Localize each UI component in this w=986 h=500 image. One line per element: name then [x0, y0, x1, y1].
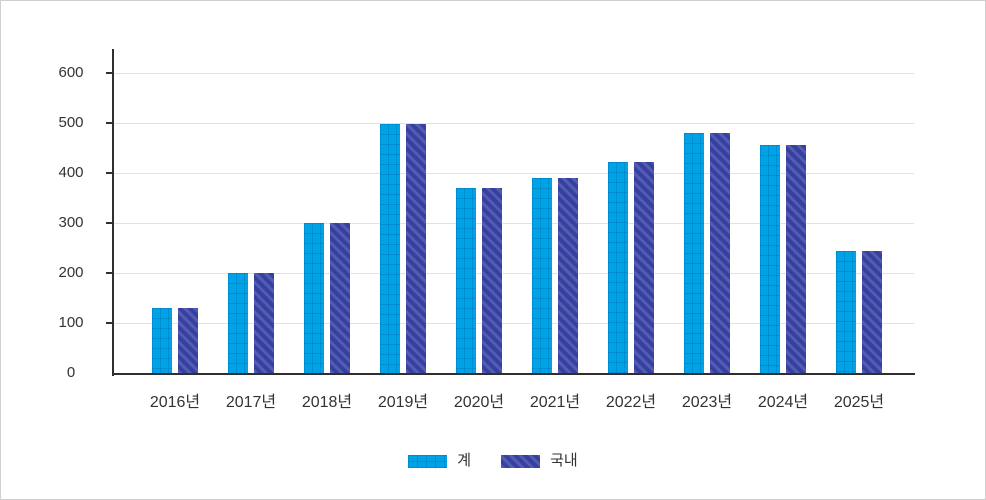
y-axis-label-300: 300	[58, 214, 84, 231]
y-axis-line	[112, 49, 114, 376]
bar-domestic-2019	[406, 124, 426, 373]
bar-domestic-2018	[330, 223, 350, 373]
y-axis-label-100: 100	[58, 314, 84, 331]
y-axis-label-0: 0	[66, 364, 76, 381]
y-axis-label-400: 400	[58, 164, 84, 181]
y-axis-label-200: 200	[58, 264, 84, 281]
bar-total-2019	[380, 124, 400, 373]
bar-domestic-2025	[862, 251, 882, 373]
gridline-300	[114, 223, 914, 224]
bar-total-2016	[152, 307, 172, 373]
x-axis-label-2019: 2019년	[377, 394, 429, 411]
bar-total-2018	[304, 223, 324, 373]
bar-domestic-2020	[482, 187, 502, 373]
x-axis-label-2018: 2018년	[301, 394, 353, 411]
bar-total-2017	[228, 272, 248, 373]
bar-total-2021	[532, 177, 552, 373]
legend-label-domestic: 국내	[550, 452, 578, 469]
x-axis-label-2024: 2024년	[757, 394, 809, 411]
bar-total-2024	[760, 145, 780, 373]
x-axis-label-2016: 2016년	[149, 394, 201, 411]
legend-label-total: 계	[457, 452, 472, 469]
x-axis-label-2021: 2021년	[529, 394, 581, 411]
bar-domestic-2017	[254, 272, 274, 373]
y-axis-tick-400	[106, 172, 113, 174]
bar-domestic-2016	[178, 307, 198, 373]
bar-domestic-2021	[558, 177, 578, 373]
legend-item-domestic[interactable]: 국내	[501, 451, 578, 471]
legend: 계 국내	[1, 450, 985, 472]
y-axis-tick-200	[106, 272, 113, 274]
bar-domestic-2024	[786, 145, 806, 373]
y-axis-label-600: 600	[58, 64, 84, 81]
gridline-400	[114, 173, 914, 174]
gridline-200	[114, 273, 914, 274]
legend-swatch-total-icon	[408, 454, 448, 468]
gridline-600	[114, 73, 914, 74]
bar-total-2020	[456, 187, 476, 373]
y-axis-tick-600	[106, 72, 113, 74]
y-axis-tick-500	[106, 122, 113, 124]
y-axis-tick-100	[106, 322, 113, 324]
bar-total-2023	[684, 132, 704, 373]
x-axis-label-2017: 2017년	[225, 394, 277, 411]
y-axis-label-500: 500	[58, 114, 84, 131]
legend-swatch-domestic-icon	[501, 454, 541, 468]
legend-item-total[interactable]: 계	[408, 451, 471, 471]
x-axis-label-2025: 2025년	[833, 394, 885, 411]
plot-area: 0 100 200 300 400 500 600 2016년 2017년 2018년 2019년 2…	[58, 64, 914, 411]
bar-domestic-2023	[710, 132, 730, 373]
bar-total-2022	[608, 161, 628, 373]
gridline-100	[114, 323, 914, 324]
x-axis-line	[112, 373, 915, 375]
bar-domestic-2022	[634, 161, 654, 373]
x-axis-label-2023: 2023년	[681, 394, 733, 411]
x-axis-label-2022: 2022년	[605, 394, 657, 411]
gridline-500	[114, 123, 914, 124]
x-axis-label-2020: 2020년	[453, 394, 505, 411]
y-axis-tick-300	[106, 222, 113, 224]
bar-total-2025	[836, 251, 856, 373]
